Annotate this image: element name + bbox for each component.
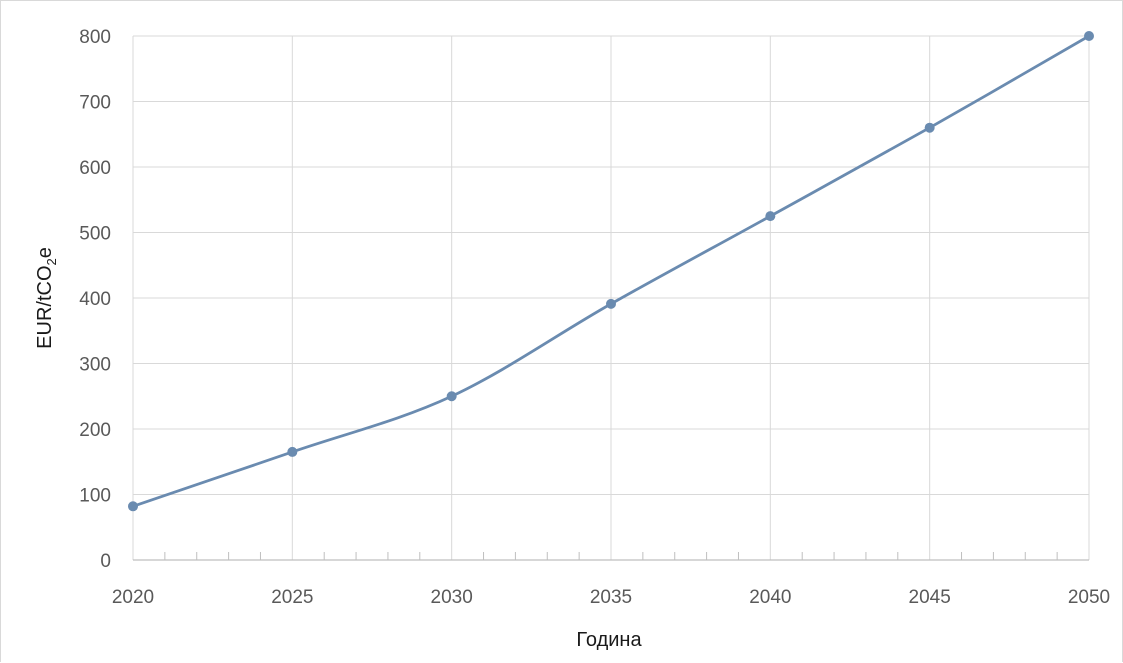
y-tick-label: 600 bbox=[79, 158, 111, 179]
axis-layer bbox=[133, 552, 1089, 561]
y-tick-label: 100 bbox=[79, 486, 111, 507]
y-tick-label: 800 bbox=[79, 27, 111, 48]
data-point bbox=[1084, 31, 1094, 41]
grid-layer bbox=[132, 35, 1090, 560]
y-axis-title-subscript: 2 bbox=[44, 258, 59, 265]
y-axis-title: EUR/tCO2e bbox=[34, 247, 59, 349]
y-axis-title-main: EUR/tCO bbox=[34, 266, 56, 349]
x-tick-label: 2030 bbox=[431, 587, 473, 608]
data-point bbox=[287, 446, 298, 457]
x-tick-label: 2025 bbox=[271, 587, 313, 608]
x-tick-label: 2040 bbox=[749, 587, 791, 608]
data-point bbox=[446, 391, 457, 402]
y-tick-label: 0 bbox=[100, 551, 111, 572]
data-point bbox=[765, 211, 776, 222]
y-tick-label: 200 bbox=[79, 420, 111, 441]
x-tick-label: 2050 bbox=[1068, 587, 1110, 608]
y-tick-label: 500 bbox=[79, 224, 111, 245]
y-tick-label: 300 bbox=[79, 355, 111, 376]
y-tick-label: 400 bbox=[79, 289, 111, 310]
x-axis-title: Година bbox=[576, 629, 642, 651]
series-layer bbox=[128, 31, 1094, 512]
data-point bbox=[924, 122, 935, 133]
x-tick-label: 2045 bbox=[909, 587, 951, 608]
x-tick-label: 2035 bbox=[590, 587, 632, 608]
data-point bbox=[128, 501, 138, 512]
y-tick-label: 700 bbox=[79, 93, 111, 114]
x-tick-label: 2020 bbox=[112, 587, 154, 608]
data-point bbox=[606, 298, 616, 309]
label-layer: 0 100 200 300 400 500 600 700 800 2020 2025 2030 203… bbox=[79, 27, 1110, 608]
y-axis-title-tail: e bbox=[34, 247, 56, 258]
